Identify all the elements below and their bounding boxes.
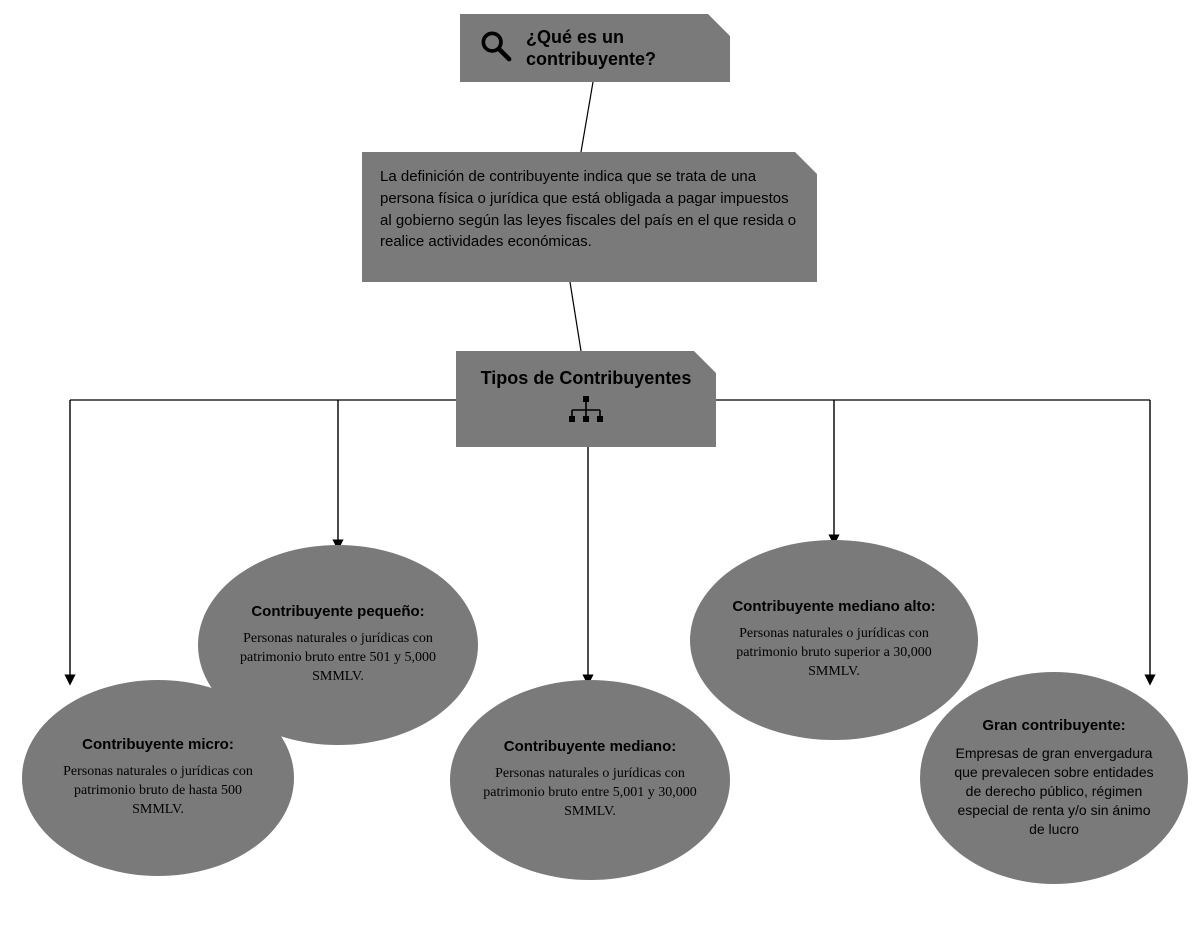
ellipse-title: Contribuyente mediano alto: — [732, 598, 935, 615]
ellipse-body: Personas naturales o jurídicas con patri… — [50, 763, 266, 820]
ellipse-mediano: Contribuyente mediano: Personas naturale… — [450, 680, 730, 880]
hierarchy-icon — [566, 396, 606, 432]
ellipse-medalto: Contribuyente mediano alto: Personas nat… — [690, 540, 978, 740]
types-header-box: Tipos de Contribuyentes — [456, 351, 716, 447]
ellipse-title: Contribuyente mediano: — [504, 738, 677, 755]
ellipse-title: Contribuyente micro: — [82, 736, 234, 753]
ellipse-gran: Gran contribuyente: Empresas de gran env… — [920, 672, 1188, 884]
title-box: ¿Qué es un contribuyente? — [460, 14, 730, 82]
ellipse-title: Gran contribuyente: — [982, 717, 1125, 734]
ellipse-pequeno: Contribuyente pequeño: Personas naturale… — [198, 545, 478, 745]
ellipse-body: Personas naturales o jurídicas con patri… — [226, 630, 450, 687]
magnifier-icon — [478, 28, 512, 68]
title-text: ¿Qué es un contribuyente? — [526, 26, 712, 71]
ellipse-body: Personas naturales o jurídicas con patri… — [718, 625, 950, 682]
definition-box: La definición de contribuyente indica qu… — [362, 152, 817, 282]
ellipse-body: Empresas de gran envergadura que prevale… — [948, 744, 1160, 838]
ellipse-body: Personas naturales o jurídicas con patri… — [478, 765, 702, 822]
types-header-text: Tipos de Contribuyentes — [481, 367, 692, 390]
definition-text: La definición de contribuyente indica qu… — [380, 168, 796, 250]
ellipse-title: Contribuyente pequeño: — [251, 603, 424, 620]
